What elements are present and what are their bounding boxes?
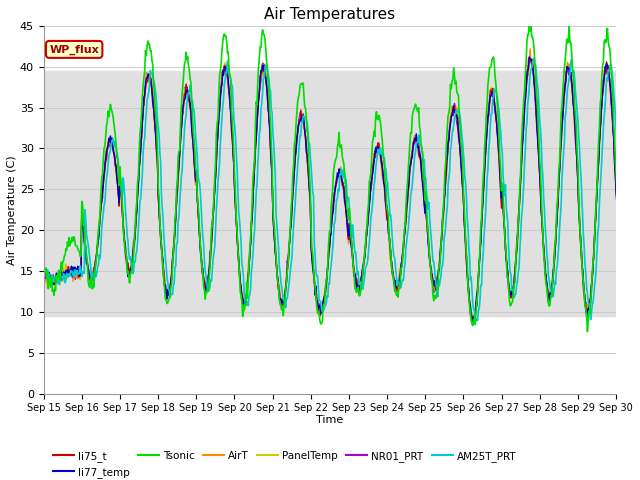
Bar [44, 71, 616, 316]
Legend: li75_t, li77_temp, Tsonic, AirT, PanelTemp, NR01_PRT, AM25T_PRT: li75_t, li77_temp, Tsonic, AirT, PanelTe… [49, 446, 520, 480]
Y-axis label: Air Temperature (C): Air Temperature (C) [7, 155, 17, 264]
Title: Air Temperatures: Air Temperatures [264, 7, 396, 22]
X-axis label: Time: Time [316, 415, 344, 425]
Text: WP_flux: WP_flux [49, 44, 99, 55]
